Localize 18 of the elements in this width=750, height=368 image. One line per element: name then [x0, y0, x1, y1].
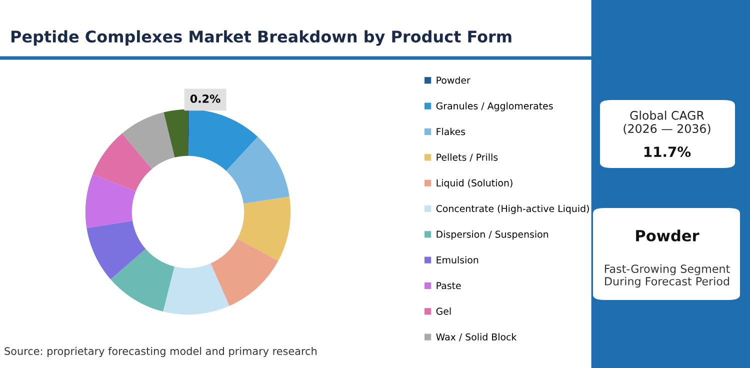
legend-label: Pellets / Prills [436, 154, 498, 162]
chart-title: Peptide Complexes Market Breakdown by Product Form [11, 30, 512, 46]
legend-label: Emulsion [436, 256, 478, 264]
legend-label: Dispersion / Suspension [436, 230, 548, 240]
data-label: 0.2% [190, 94, 220, 103]
text: Global CAGR (2026 — 2036) [624, 110, 710, 134]
text: Fast-Growing Segment During Forecast Period [604, 264, 730, 288]
legend-label: Granules / Agglomerates [436, 102, 553, 112]
legend-label: Concentrate (High-active Liquid) [436, 204, 589, 214]
legend-label: Gel [436, 308, 451, 315]
source-note: Source: proprietary forecasting model and primary research [4, 346, 316, 358]
legend-label: Paste [436, 282, 461, 290]
text: Powder [636, 230, 700, 242]
legend-label: Flakes [436, 128, 466, 136]
text: 11.7% [644, 146, 691, 158]
legend-label: Wax / Solid Block [436, 333, 517, 342]
legend-label: Liquid (Solution) [436, 179, 512, 188]
legend-label: Powder [436, 76, 470, 84]
